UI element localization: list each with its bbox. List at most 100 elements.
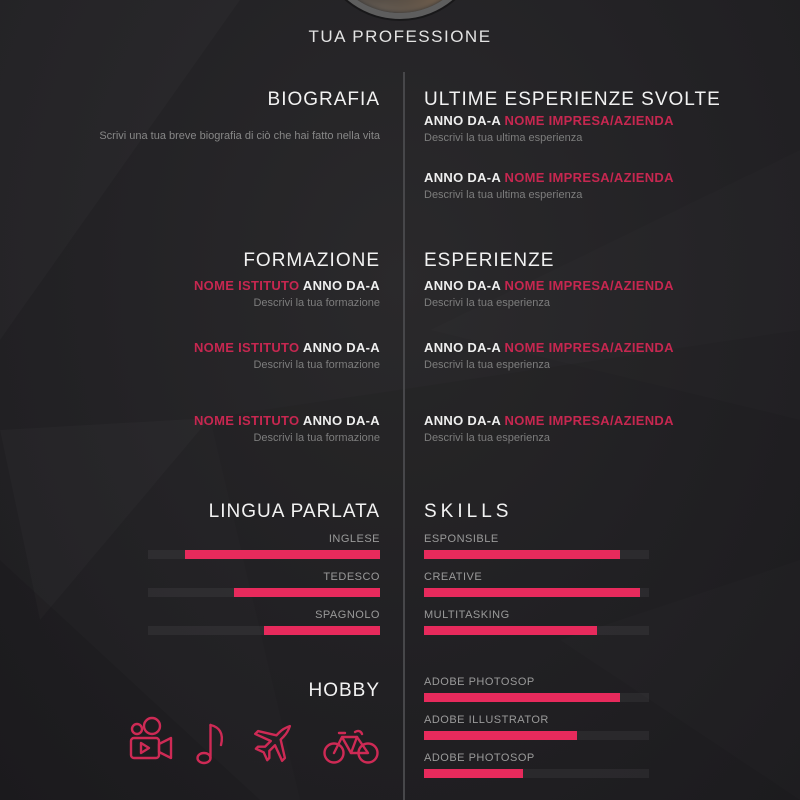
video-camera-icon bbox=[128, 716, 174, 766]
language-bar-fill bbox=[233, 587, 380, 597]
bicycle-icon bbox=[322, 722, 380, 766]
education-entry-description: Descrivi la tua formazione bbox=[253, 358, 380, 371]
education-title: FORMAZIONE bbox=[243, 250, 380, 271]
entry-years: ANNO DA-A bbox=[424, 277, 501, 293]
language-label: TEDESCO bbox=[323, 570, 380, 583]
entry-years: ANNO DA-A bbox=[424, 413, 501, 429]
experience-section: ESPERIENZE ANNO DA-A NOME IMPRESA/AZIEND… bbox=[424, 250, 764, 445]
language-row: INGLESE bbox=[60, 533, 380, 559]
language-row: TEDESCO bbox=[60, 571, 380, 597]
education-entry-title: NOME ISTITUTO ANNO DA-A bbox=[60, 413, 380, 429]
experience-entry-title: ANNO DA-A NOME IMPRESA/AZIENDA bbox=[424, 277, 764, 294]
software-label: ADOBE ILLUSTRATOR bbox=[424, 714, 549, 726]
software-row: ADOBE ILLUSTRATOR bbox=[424, 714, 764, 740]
skill-bar-track bbox=[424, 625, 649, 635]
software-bar-fill bbox=[424, 769, 523, 778]
experience-entry: ANNO DA-A NOME IMPRESA/AZIENDA Descrivi … bbox=[424, 413, 764, 445]
language-bar-track bbox=[148, 587, 380, 597]
entry-years: ANNO DA-A bbox=[302, 413, 380, 429]
skill-bar-track bbox=[424, 549, 649, 559]
education-entry: NOME ISTITUTO ANNO DA-A Descrivi la tua … bbox=[60, 413, 380, 445]
software-bar-track bbox=[424, 731, 649, 740]
entry-years: ANNO DA-A bbox=[424, 170, 501, 186]
entry-company: NOME IMPRESA/AZIENDA bbox=[504, 413, 674, 429]
entry-institute: NOME ISTITUTO bbox=[193, 413, 300, 429]
software-bar-track bbox=[424, 693, 649, 702]
avatar-photo bbox=[324, 0, 476, 13]
entry-institute: NOME ISTITUTO bbox=[193, 277, 300, 293]
experience-entry: ANNO DA-A NOME IMPRESA/AZIENDA Descrivi … bbox=[424, 112, 764, 145]
education-entry-title: NOME ISTITUTO ANNO DA-A bbox=[60, 340, 380, 356]
software-label: ADOBE PHOTOSOP bbox=[424, 752, 535, 764]
skill-label: MULTITASKING bbox=[424, 608, 510, 621]
experience-entry: ANNO DA-A NOME IMPRESA/AZIENDA Descrivi … bbox=[424, 277, 764, 310]
education-entry-description: Descrivi la tua formazione bbox=[253, 432, 380, 445]
latest-experience-section: ULTIME ESPERIENZE SVOLTE ANNO DA-A NOME … bbox=[424, 89, 764, 202]
software-label: ADOBE PHOTOSOP bbox=[424, 676, 535, 688]
skill-bar-fill bbox=[424, 587, 640, 597]
education-entry: NOME ISTITUTO ANNO DA-A Descrivi la tua … bbox=[60, 340, 380, 372]
software-bar-track bbox=[424, 769, 649, 778]
profession-title: TUA PROFESSIONE bbox=[308, 27, 492, 46]
entry-company: NOME IMPRESA/AZIENDA bbox=[504, 170, 674, 186]
biography-section: BIOGRAFIA Scrivi una tua breve biografia… bbox=[60, 89, 380, 143]
biography-text: Scrivi una tua breve biografia di ciò ch… bbox=[99, 129, 380, 142]
experience-entry-description: Descrivi la tua ultima esperienza bbox=[424, 131, 583, 144]
experience-title: ESPERIENZE bbox=[424, 250, 555, 271]
experience-entry-title: ANNO DA-A NOME IMPRESA/AZIENDA bbox=[424, 170, 764, 186]
hobby-icons-row bbox=[60, 716, 380, 766]
entry-company: NOME IMPRESA/AZIENDA bbox=[504, 112, 674, 128]
avatar bbox=[318, 0, 482, 19]
languages-title: LINGUA PARLATA bbox=[208, 501, 380, 522]
hobby-title: HOBBY bbox=[308, 680, 380, 701]
skill-bar-fill bbox=[424, 625, 598, 635]
entry-years: ANNO DA-A bbox=[302, 340, 380, 356]
skill-label: ESPONSIBLE bbox=[424, 532, 499, 545]
software-skills-section: ADOBE PHOTOSOP ADOBE ILLUSTRATOR ADOBE P… bbox=[424, 676, 764, 790]
biography-title: BIOGRAFIA bbox=[267, 89, 380, 110]
language-bar-fill bbox=[185, 549, 380, 559]
experience-entry-description: Descrivi la tua esperienza bbox=[424, 432, 550, 445]
airplane-icon bbox=[250, 716, 300, 766]
skill-bar-fill bbox=[424, 549, 620, 559]
languages-section: LINGUA PARLATA INGLESE TEDESCO SPAGNOLO bbox=[60, 501, 380, 647]
skills-title: SKILLS bbox=[424, 501, 513, 522]
skill-row: MULTITASKING bbox=[424, 609, 764, 635]
software-bar-fill bbox=[424, 693, 620, 702]
music-note-icon bbox=[196, 716, 228, 766]
education-section: FORMAZIONE NOME ISTITUTO ANNO DA-A Descr… bbox=[60, 250, 380, 445]
skill-bar-track bbox=[424, 587, 649, 597]
experience-entry-title: ANNO DA-A NOME IMPRESA/AZIENDA bbox=[424, 112, 764, 129]
skill-row: ESPONSIBLE bbox=[424, 533, 764, 559]
column-divider bbox=[403, 72, 405, 800]
latest-experience-title: ULTIME ESPERIENZE SVOLTE bbox=[424, 89, 721, 110]
experience-entry: ANNO DA-A NOME IMPRESA/AZIENDA Descrivi … bbox=[424, 340, 764, 372]
skill-label: CREATIVE bbox=[424, 570, 483, 583]
entry-institute: NOME ISTITUTO bbox=[193, 340, 300, 356]
software-row: ADOBE PHOTOSOP bbox=[424, 752, 764, 778]
experience-entry-title: ANNO DA-A NOME IMPRESA/AZIENDA bbox=[424, 413, 764, 429]
language-bar-track bbox=[148, 549, 380, 559]
experience-entry-description: Descrivi la tua esperienza bbox=[424, 296, 550, 309]
skill-row: CREATIVE bbox=[424, 571, 764, 597]
language-row: SPAGNOLO bbox=[60, 609, 380, 635]
education-entry: NOME ISTITUTO ANNO DA-A Descrivi la tua … bbox=[60, 277, 380, 310]
hobby-section: HOBBY bbox=[60, 680, 380, 766]
entry-company: NOME IMPRESA/AZIENDA bbox=[504, 340, 674, 356]
education-entry-description: Descrivi la tua formazione bbox=[253, 296, 380, 309]
experience-entry-description: Descrivi la tua esperienza bbox=[424, 358, 550, 371]
language-label: SPAGNOLO bbox=[315, 608, 380, 621]
software-row: ADOBE PHOTOSOP bbox=[424, 676, 764, 702]
entry-years: ANNO DA-A bbox=[424, 112, 501, 128]
skills-section: SKILLS ESPONSIBLE CREATIVE MULTITASKING bbox=[424, 501, 764, 647]
language-bar-track bbox=[148, 625, 380, 635]
language-label: INGLESE bbox=[328, 532, 380, 545]
experience-entry-description: Descrivi la tua ultima esperienza bbox=[424, 188, 583, 201]
entry-years: ANNO DA-A bbox=[424, 340, 501, 356]
education-entry-title: NOME ISTITUTO ANNO DA-A bbox=[60, 277, 380, 294]
experience-entry: ANNO DA-A NOME IMPRESA/AZIENDA Descrivi … bbox=[424, 170, 764, 202]
software-bar-fill bbox=[424, 731, 577, 740]
language-bar-fill bbox=[264, 625, 380, 635]
entry-company: NOME IMPRESA/AZIENDA bbox=[504, 277, 674, 293]
